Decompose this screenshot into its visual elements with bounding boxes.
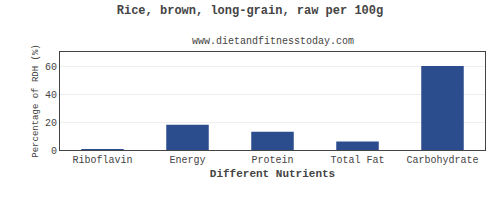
svg-text:Percentage of RDH (%): Percentage of RDH (%): [31, 44, 41, 157]
svg-text:20: 20: [45, 118, 57, 129]
svg-text:www.dietandfitnesstoday.com: www.dietandfitnesstoday.com: [192, 36, 354, 47]
svg-text:Riboflavin: Riboflavin: [72, 155, 132, 166]
svg-text:40: 40: [45, 90, 57, 101]
svg-text:0: 0: [51, 146, 57, 157]
svg-text:60: 60: [45, 62, 57, 73]
svg-text:Different Nutrients: Different Nutrients: [210, 168, 335, 180]
svg-text:Total Fat: Total Fat: [330, 155, 384, 166]
svg-text:Carbohydrate: Carbohydrate: [406, 155, 478, 166]
svg-text:Rice, brown, long-grain, raw p: Rice, brown, long-grain, raw per 100g: [117, 4, 383, 18]
svg-text:Protein: Protein: [251, 155, 293, 166]
svg-text:Energy: Energy: [169, 155, 205, 166]
